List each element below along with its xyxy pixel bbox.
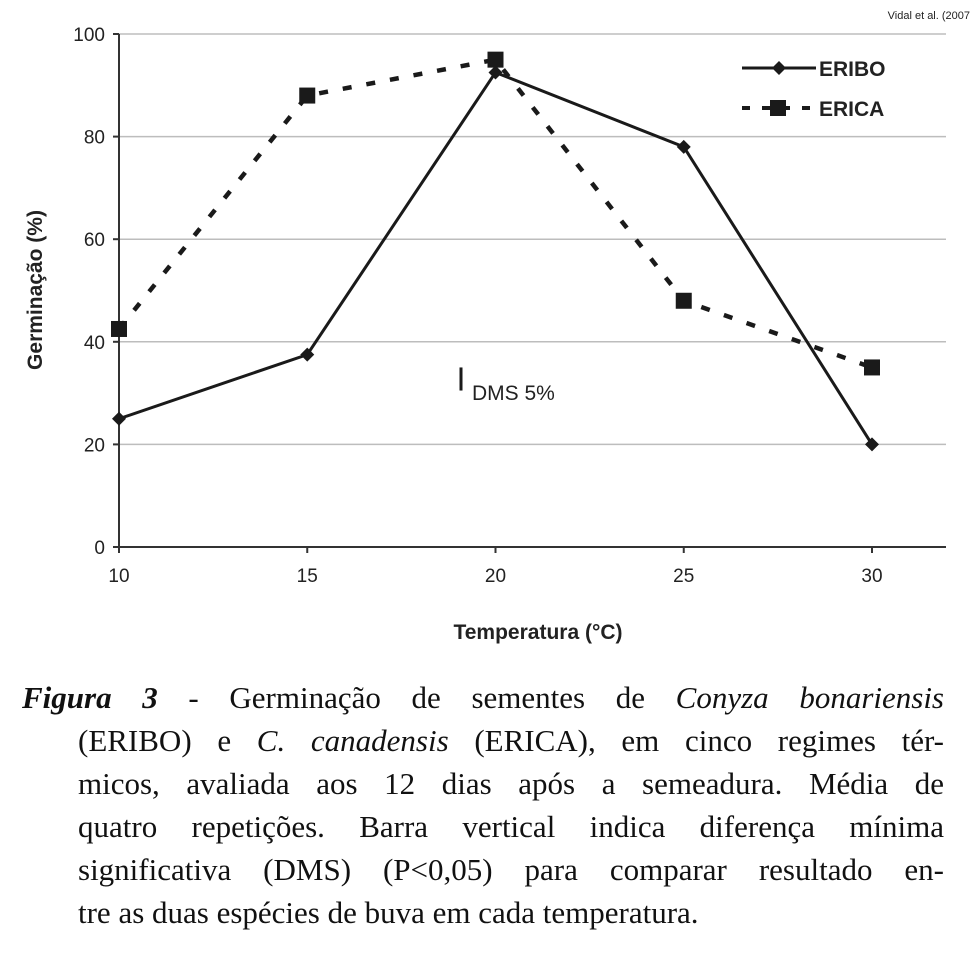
y-tick-label: 100: [73, 25, 105, 46]
point-erica: [111, 320, 127, 337]
legend-eribo-label: ERIBO: [819, 58, 886, 81]
point-erica: [487, 51, 504, 68]
x-tick-label: 10: [108, 566, 129, 587]
species-name-2: C. canadensis: [256, 723, 449, 758]
legend-eribo-marker: [772, 61, 786, 75]
caption-line-1: Figura 3 - Germinação de sementes de Con…: [22, 680, 944, 715]
caption-line-6: tre as duas espécies de buva em cada tem…: [78, 895, 699, 930]
y-tick-label: 40: [84, 333, 105, 354]
y-tick-label: 0: [94, 538, 105, 559]
figure-label: Figura 3: [22, 680, 158, 715]
point-eribo: [865, 437, 879, 452]
caption-line-3: micos, avaliada aos 12 dias após a semea…: [78, 766, 944, 801]
x-tick-label: 20: [485, 566, 506, 587]
caption-line-2: (ERIBO) e C. canadensis (ERICA), em cinc…: [78, 723, 945, 758]
legend-erica-label: ERICA: [819, 98, 884, 121]
point-eribo: [112, 411, 126, 426]
caption-line-5: significativa (DMS) (P<0,05) para compar…: [78, 852, 944, 887]
legend-erica-marker: [770, 100, 786, 116]
species-name-1: Conyza bonariensis: [675, 680, 944, 715]
dms-label: DMS 5%: [472, 382, 555, 405]
source-note: Vidal et al. (2007: [888, 10, 970, 22]
legend: ERIBO ERICA: [742, 58, 886, 121]
x-tick-label: 15: [297, 566, 318, 587]
y-tick-label: 60: [84, 230, 105, 251]
x-axis-title: Temperatura (°C): [453, 621, 622, 644]
dms-annotation: DMS 5%: [459, 367, 555, 405]
figure-caption: Figura 3 - Germinação de sementes de Con…: [22, 676, 944, 934]
point-eribo: [488, 65, 503, 80]
point-eribo: [300, 347, 315, 362]
point-eribo: [676, 139, 691, 154]
point-erica: [864, 359, 880, 376]
caption-line-4: quatro repetições. Barra vertical indica…: [78, 809, 944, 844]
point-erica: [675, 292, 692, 309]
y-tick-labels: 0 20 40 60 80 100: [73, 25, 119, 559]
y-tick-label: 20: [84, 435, 105, 456]
y-axis-title: Germinação (%): [24, 210, 47, 370]
point-erica: [299, 87, 316, 104]
series-line-erica: [117, 57, 873, 370]
x-tick-label: 25: [673, 566, 694, 587]
axes: [118, 34, 946, 548]
y-tick-label: 80: [84, 128, 105, 149]
series-layer: [111, 51, 880, 452]
x-tick-labels: 10 15 20 25 30: [108, 547, 883, 587]
x-tick-label: 30: [861, 566, 882, 587]
germination-chart: 0 20 40 60 80 100 10 15 20 25 30 Temperatura (°C)…: [24, 10, 970, 644]
